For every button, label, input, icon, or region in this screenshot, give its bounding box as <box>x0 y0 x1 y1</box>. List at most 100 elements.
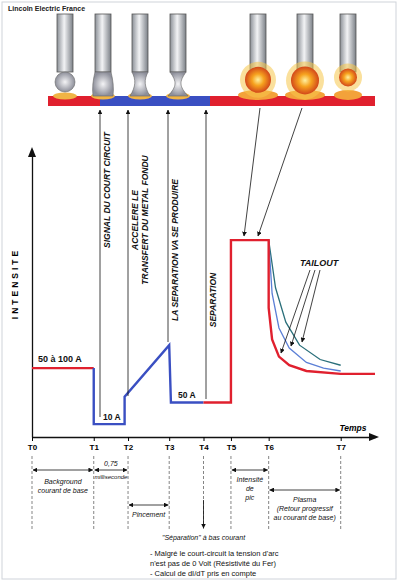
annotations: 50 à 100 A 10 A 50 A SIGNAL DU COURT CIRCUI… <box>33 108 340 578</box>
droplet <box>168 72 188 96</box>
x-tick-label: T5 <box>227 443 237 452</box>
annotation-arrow <box>33 470 93 471</box>
x-tick-label: T7 <box>337 443 347 452</box>
annotation-arrow <box>129 505 168 506</box>
x-tick-label: T0 <box>28 443 38 452</box>
droplet <box>291 66 319 94</box>
annotation-arrow <box>232 470 268 471</box>
y-axis-arrow <box>28 147 36 157</box>
electrode <box>91 14 115 100</box>
time-guide <box>93 456 94 530</box>
x-tick-mark <box>128 437 129 441</box>
x-tick: T0 <box>28 437 38 452</box>
electrode <box>53 14 77 100</box>
x-tick: T1 <box>90 437 100 452</box>
weld-pool <box>334 90 362 100</box>
annotation: Pincement <box>132 511 166 518</box>
x-tick-label: T1 <box>90 443 100 452</box>
annotation-arrow <box>291 270 315 346</box>
series-line <box>94 345 204 424</box>
annotation: "Séparation" à bas courant <box>162 534 246 542</box>
series-line <box>32 367 94 369</box>
annotation-arrow <box>95 470 127 471</box>
x-tick-label: T4 <box>199 443 209 452</box>
annotation-arrow <box>302 270 320 342</box>
electrode <box>238 14 278 100</box>
phase-label: SIGNAL DU COURT CIRCUIT <box>102 131 112 248</box>
droplet <box>245 67 271 93</box>
annotation: Intensité <box>237 476 264 483</box>
phase-label: SEPARATION <box>208 272 218 327</box>
x-tick: T2 <box>124 437 134 452</box>
x-tick-label: T2 <box>124 443 134 452</box>
series-line <box>269 240 341 371</box>
level-label: 10 A <box>103 412 121 422</box>
annotation: 0,75 <box>104 460 118 467</box>
droplet <box>55 72 75 92</box>
y-axis <box>32 151 33 438</box>
x-axis-title: Temps <box>339 423 366 433</box>
x-tick-label: T3 <box>165 443 175 452</box>
time-guide <box>340 456 341 530</box>
workpiece <box>100 96 210 106</box>
annotation: milliseconde <box>94 474 128 480</box>
level-label: 50 à 100 A <box>38 354 82 364</box>
phase-label: TRANSFERT DU METAL FONDU <box>140 154 150 284</box>
title: Lincoln Electric France <box>8 5 85 12</box>
level-label: 50 A <box>178 390 196 400</box>
wire <box>170 14 186 72</box>
arc-glow <box>240 62 276 98</box>
x-tick-mark <box>231 437 232 441</box>
tailout-label: TAILOUT <box>300 258 340 268</box>
panel <box>2 2 396 579</box>
arc-glow <box>286 61 324 99</box>
droplet <box>130 72 150 96</box>
note: n'est pas de 0 Volt (Résistivité du Fer) <box>150 559 277 568</box>
x-tick-label: T6 <box>264 443 274 452</box>
x-tick-mark <box>32 437 33 441</box>
chart-svg: Lincoln Electric FranceT0T1T2T3T4T5T6T7T… <box>0 0 398 581</box>
x-tick: T4 <box>199 437 209 452</box>
series-line <box>269 240 341 365</box>
annotation-arrow <box>206 110 207 399</box>
droplet <box>339 68 357 86</box>
x-axis-arrow <box>369 433 379 441</box>
annotation-arrow <box>203 500 204 528</box>
electrode <box>285 14 325 100</box>
time-guide <box>268 456 269 530</box>
y-axis-title: INTENSITE <box>10 248 20 319</box>
x-axis: T0 T1 T2 T3 T4 T5 T6 T7 <box>28 437 376 452</box>
time-guide <box>32 456 33 530</box>
wire <box>340 14 356 72</box>
annotation-arrow <box>281 270 310 353</box>
annotation-arrow <box>258 108 302 236</box>
electrode <box>166 14 190 100</box>
wire <box>57 14 73 72</box>
x-tick-mark <box>204 437 205 441</box>
x-tick-mark <box>269 437 270 441</box>
time-guide <box>230 456 231 530</box>
wire <box>95 14 111 72</box>
weld-pool <box>53 93 77 100</box>
x-tick-mark <box>94 437 95 441</box>
annotation: au courant de base) <box>274 514 336 522</box>
annotation-arrow <box>100 110 101 417</box>
annotation: pic <box>244 494 254 502</box>
x-tick: T7 <box>337 437 347 452</box>
x-tick-mark <box>341 437 342 441</box>
series-line <box>204 240 376 402</box>
wire <box>132 14 148 72</box>
time-guide <box>128 456 129 530</box>
droplet <box>93 72 114 96</box>
x-tick: T3 <box>165 437 175 452</box>
electrode <box>128 14 152 100</box>
annotation-arrow <box>244 108 260 236</box>
electrode <box>334 14 362 100</box>
arc-glow <box>334 63 362 91</box>
x-tick: T5 <box>227 437 237 452</box>
time-guide <box>169 456 170 530</box>
phase-label: LA SEPARATION VA SE PRODUIRE <box>170 179 180 321</box>
phase-label: ACCELERE LE <box>130 190 140 251</box>
time-guide <box>203 456 204 530</box>
annotation: Background <box>44 478 82 486</box>
